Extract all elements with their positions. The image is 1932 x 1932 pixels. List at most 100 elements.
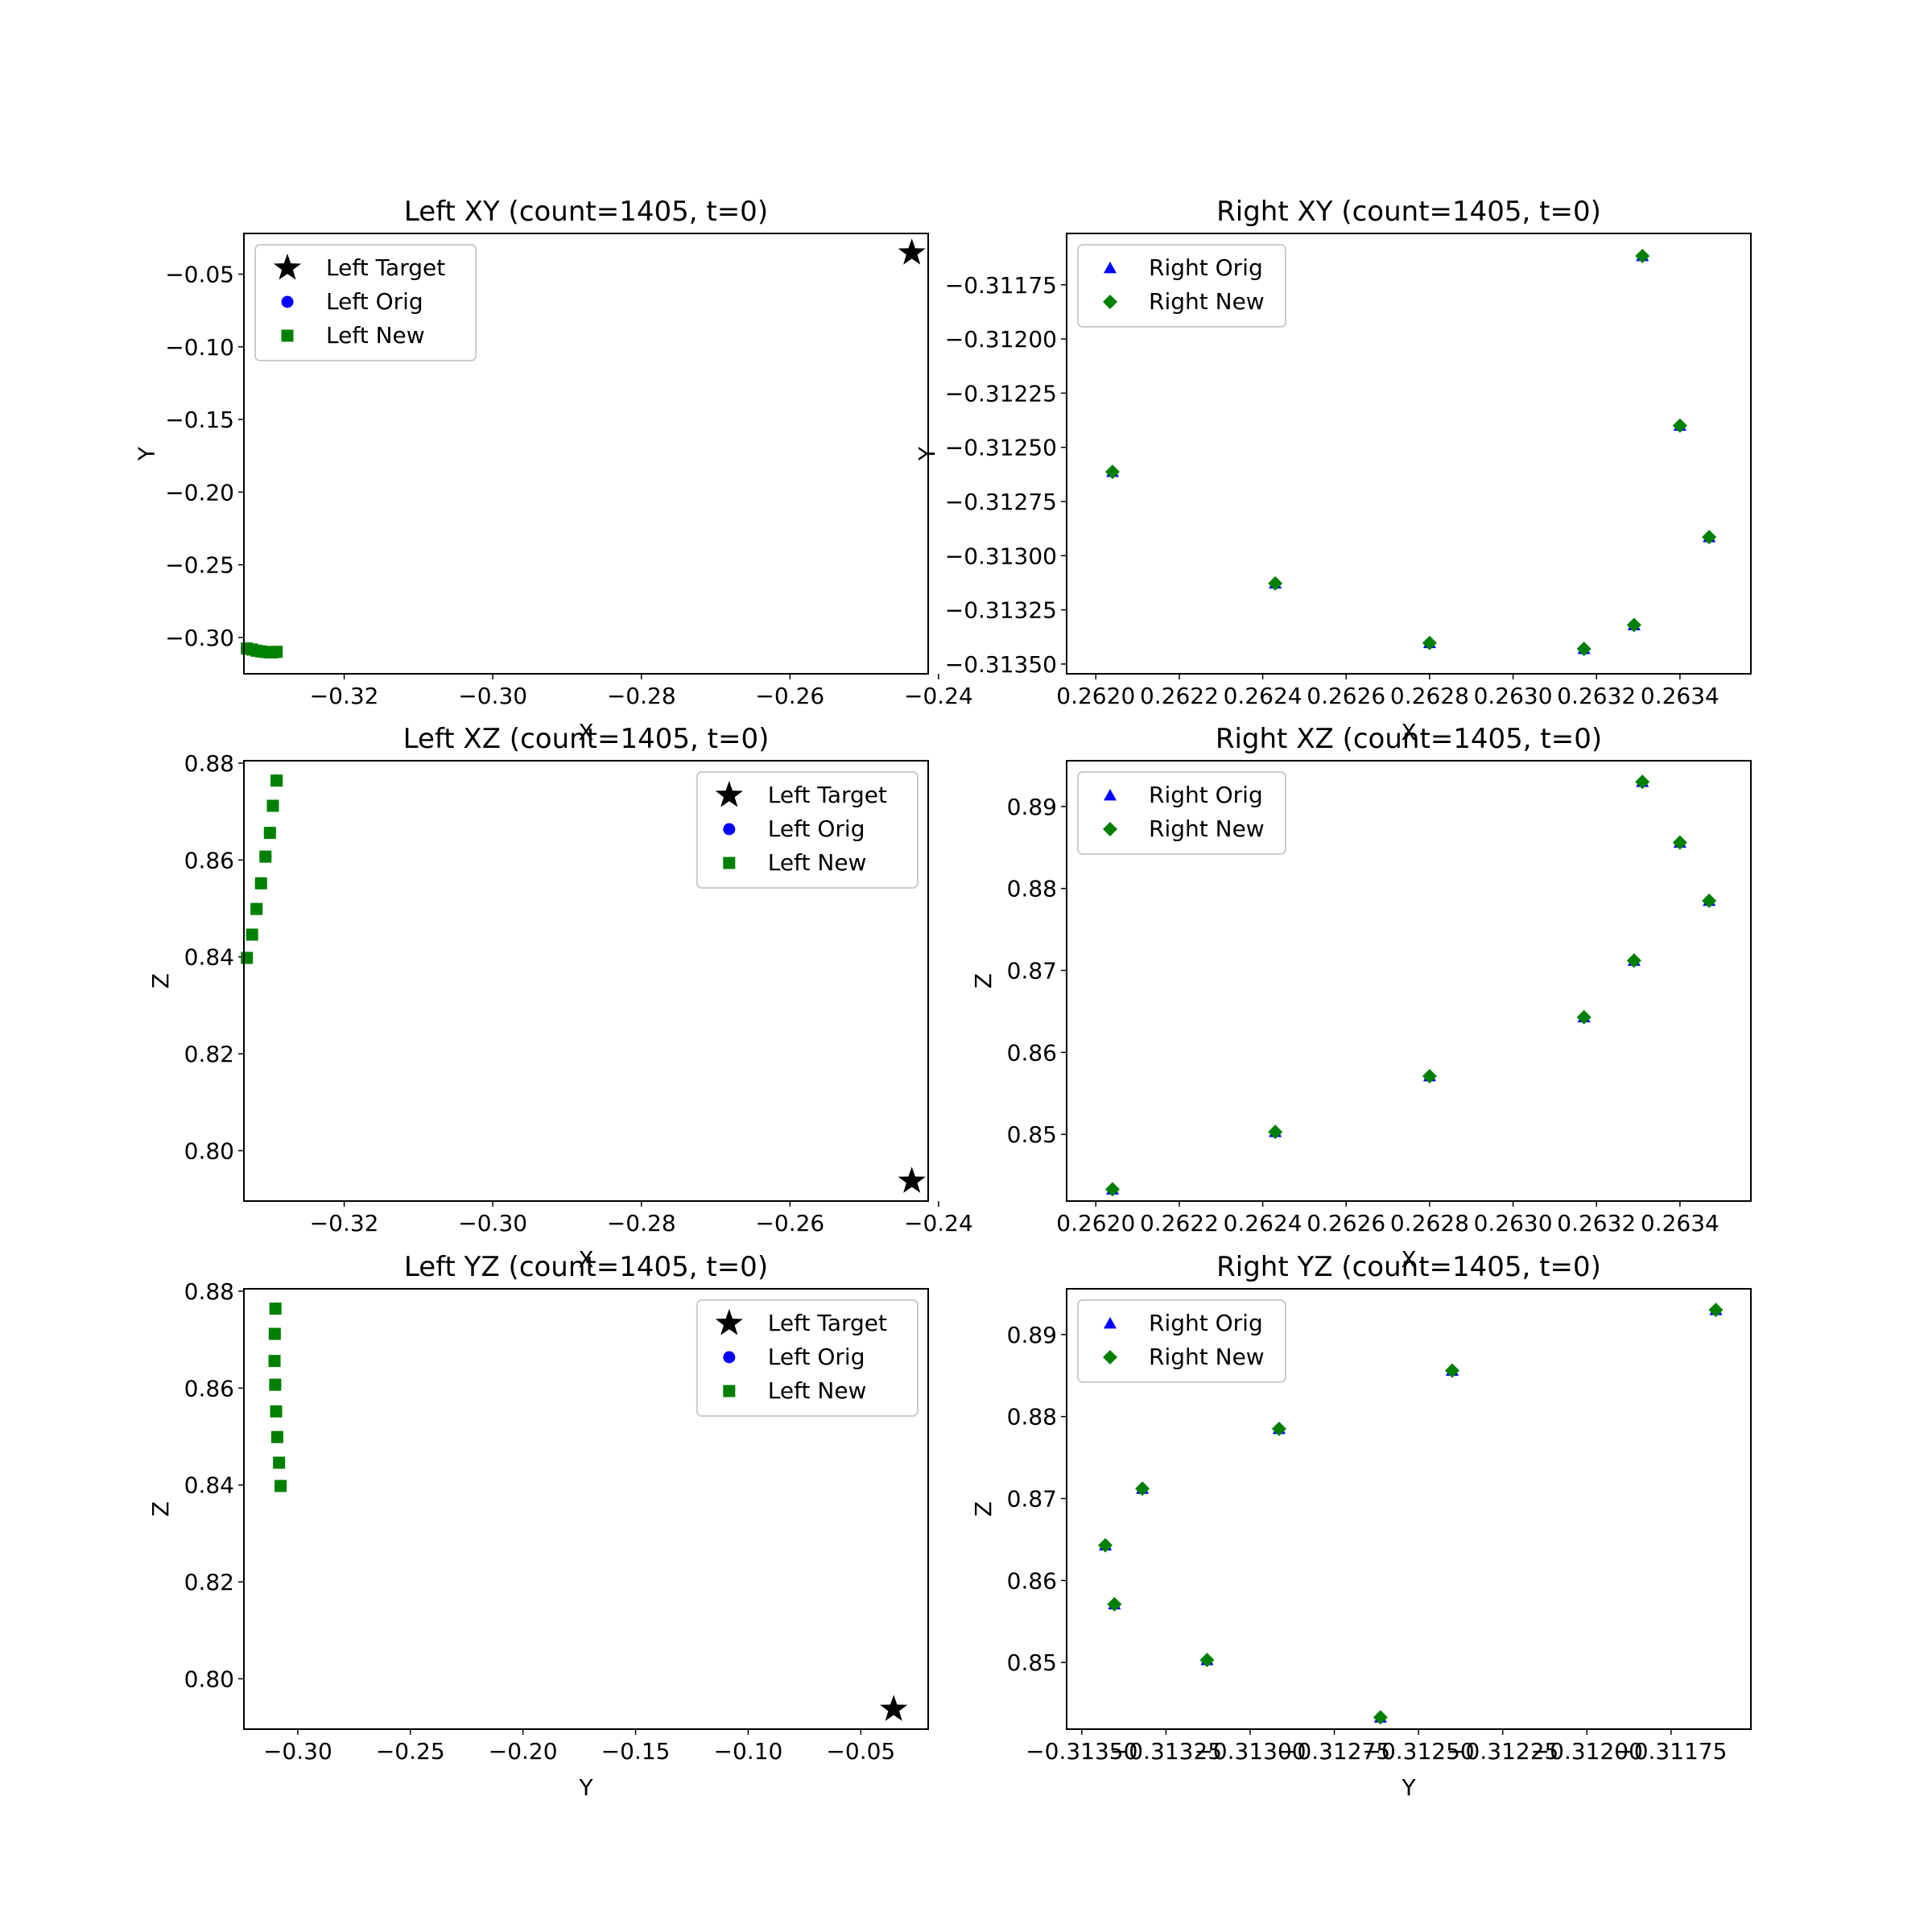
x-tick-label: 0.2628 (1390, 683, 1469, 709)
y-axis-label: Y (134, 446, 160, 461)
left-new-point (254, 877, 267, 890)
right-new-point (1635, 248, 1650, 263)
legend-label: Left Target (768, 1310, 887, 1336)
left-new-point (273, 1456, 286, 1469)
y-axis-label: Z (970, 1501, 997, 1517)
right-new-point (1422, 635, 1437, 650)
subplot-title: Right XZ (count=1405, t=0) (1216, 723, 1602, 755)
right-new-point (1098, 1538, 1113, 1553)
y-tick-label: −0.05 (165, 262, 234, 288)
x-tick-label: −0.31350 (1026, 1738, 1137, 1765)
x-tick-label: 0.2630 (1474, 1210, 1553, 1236)
right-new-point (1626, 953, 1641, 968)
right-new-point (1576, 1009, 1591, 1025)
legend-marker (1103, 1350, 1117, 1364)
left-new-point (268, 1327, 281, 1340)
x-axis-label: X (578, 1246, 593, 1273)
x-tick-label: −0.31250 (1363, 1738, 1475, 1765)
legend-marker (715, 781, 743, 807)
y-tick-label: −0.10 (165, 334, 234, 361)
y-tick-label: 0.85 (1007, 1649, 1057, 1676)
x-tick-label: 0.2632 (1557, 1210, 1636, 1236)
y-tick-label: 0.86 (184, 1375, 234, 1402)
left-new-point (263, 827, 276, 840)
y-tick-label: 0.82 (184, 1041, 234, 1067)
y-tick-label: −0.31350 (945, 651, 1057, 678)
y-tick-label: 0.88 (184, 750, 234, 777)
y-tick-label: 0.80 (184, 1137, 234, 1164)
axes-frame (243, 760, 929, 1202)
x-tick-label: 0.2632 (1557, 683, 1636, 709)
subplot-2: Right XY (count=1405, t=0)0.2620 0.2622 0.… (914, 196, 1752, 745)
legend-marker (1104, 262, 1117, 274)
legend-label: Left Target (768, 782, 887, 808)
right-new-point (1576, 642, 1591, 657)
x-tick-label: 0.2626 (1307, 683, 1385, 709)
axes-frame (1066, 760, 1752, 1202)
left-new-point (266, 799, 279, 812)
right-new-point (1626, 617, 1641, 633)
legend-marker (1104, 1317, 1117, 1329)
left-new-point (270, 774, 283, 787)
legend: Right Orig Right New (1077, 1299, 1286, 1383)
legend-marker (281, 295, 294, 308)
right-new-point (1271, 1421, 1286, 1436)
x-tick-label: 0.2620 (1056, 1210, 1135, 1236)
left-new-point (268, 1355, 281, 1368)
legend: Left Target Left Orig Left New (696, 1299, 919, 1417)
left-new-point (270, 1430, 283, 1443)
x-tick-label: 0.2624 (1224, 683, 1302, 709)
legend-box (1077, 771, 1286, 855)
legend-marker (723, 1385, 736, 1397)
right-new-point (1105, 1182, 1121, 1197)
x-tick-label: −0.30 (263, 1738, 332, 1765)
y-tick-label: 0.89 (1007, 1322, 1057, 1348)
subplot-3: Left XZ (count=1405, t=0) −0.32 −0.30 −0.28… (147, 723, 973, 1273)
right-new-point (1105, 464, 1121, 480)
x-tick-label: 0.2630 (1474, 683, 1553, 709)
legend-marker (723, 857, 736, 869)
axes-frame (1066, 233, 1752, 675)
right-new-point (1268, 1125, 1283, 1140)
subplot-4: Right XZ (count=1405, t=0)0.2620 0.2622 0.… (970, 723, 1752, 1273)
x-tick-label: −0.31175 (1615, 1738, 1727, 1765)
y-tick-label: 0.82 (184, 1569, 234, 1596)
legend: Left Target Left Orig Left New (696, 771, 919, 889)
right-new-point (1672, 418, 1687, 433)
data-points (1098, 1302, 1724, 1725)
legend-label: Left Target (326, 254, 445, 281)
y-tick-label: −0.31200 (945, 326, 1057, 353)
x-tick-label: −0.30 (458, 1210, 527, 1236)
y-tick-label: −0.31325 (945, 597, 1057, 624)
legend-marker (723, 823, 736, 836)
legend-label: Right Orig (1149, 254, 1263, 281)
legend-label: Left New (768, 849, 867, 876)
legend-box (254, 244, 477, 361)
x-axis-label: X (1401, 719, 1416, 745)
right-new-point (1672, 835, 1687, 850)
legend-marker (281, 329, 294, 342)
y-tick-label: 0.86 (1007, 1567, 1057, 1594)
y-tick-label: 0.88 (1007, 876, 1057, 902)
y-tick-label: −0.31275 (945, 489, 1057, 515)
x-tick-label: 0.2634 (1641, 1210, 1719, 1236)
y-tick-label: 0.89 (1007, 794, 1057, 820)
left-new-point (246, 928, 258, 941)
left-new-point (275, 1480, 287, 1492)
left-target-point (898, 238, 926, 265)
left-new-point (250, 902, 263, 915)
y-tick-label: 0.88 (1007, 1404, 1057, 1430)
x-axis-label: Y (578, 1774, 593, 1801)
axes-frame (1066, 1288, 1752, 1730)
right-new-point (1107, 1596, 1122, 1612)
y-tick-label: 0.84 (184, 1472, 234, 1499)
data-points (268, 1302, 908, 1721)
legend-label: Right New (1149, 815, 1265, 842)
x-tick-label: −0.05 (826, 1738, 895, 1765)
x-tick-label: −0.31325 (1110, 1738, 1222, 1765)
y-tick-label: 0.86 (184, 847, 234, 873)
data-points (241, 774, 926, 1193)
data-points (1105, 774, 1717, 1197)
x-tick-label: −0.20 (489, 1738, 558, 1765)
left-new-point (270, 646, 283, 658)
